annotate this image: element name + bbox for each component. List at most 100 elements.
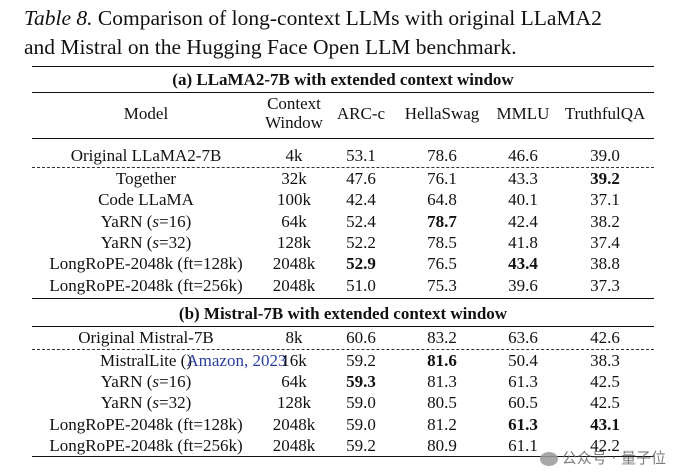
cell-hella: 81.6 (427, 351, 457, 370)
cell-ctx: 32k (281, 169, 307, 188)
cell-hella: 80.5 (427, 393, 457, 413)
cell-ctx: 2048k (272, 435, 316, 455)
col-arc: ARC-c (336, 104, 386, 123)
section-a-title: (a) LLaMA2-7B with extended context wind… (172, 70, 514, 89)
table-row: LongRoPE-2048k (ft=256k) 2048k 59.2 80.9 61.… (32, 435, 654, 456)
baseline-divider-b (32, 349, 654, 350)
cell-mmlu: 61.3 (508, 414, 538, 434)
table-row: MistralLite (Amazon, 2023) 16k 59.2 81.6 50.… (32, 350, 654, 371)
col-mmlu: MMLU (496, 104, 550, 123)
col-context: Context (267, 94, 321, 113)
cell-tqa: 43.1 (590, 414, 620, 434)
cell-mmlu: 61.1 (508, 435, 538, 455)
cell-arc: 42.4 (346, 190, 376, 210)
cell-arc: 53.1 (346, 146, 376, 165)
cell-arc: 59.2 (346, 435, 376, 455)
col-truthfulqa: TruthfulQA (564, 104, 646, 123)
cell-model: YaRN (s=32) (100, 232, 192, 252)
cell-arc: 59.0 (346, 414, 376, 434)
cell-hella: 80.9 (427, 435, 457, 455)
table-caption: Table 8. Comparison of long-context LLMs… (24, 4, 664, 62)
watermark-text: 公众号 · 量子位 (561, 449, 666, 467)
cell-hella: 81.3 (427, 372, 457, 392)
cell-tqa: 42.6 (590, 328, 620, 347)
cell-tqa: 37.4 (590, 232, 620, 252)
cell-model: LongRoPE-2048k (ft=128k) (49, 254, 243, 274)
cell-model: YaRN (s=16) (100, 211, 192, 231)
cell-arc: 59.2 (346, 351, 376, 370)
cell-hella: 76.1 (427, 169, 457, 188)
cell-ctx: 2048k (272, 414, 316, 434)
watermark: 公众号 · 量子位 (539, 447, 666, 468)
table-row: LongRoPE-2048k (ft=128k) 2048k 59.0 81.2 61.… (32, 414, 654, 435)
cell-model: YaRN (s=32) (100, 393, 192, 413)
cell-mmlu: 43.3 (508, 169, 538, 188)
cell-mmlu: 60.5 (508, 393, 538, 413)
caption-text-line2: and Mistral on the Hugging Face Open LLM… (24, 35, 517, 59)
cell-arc: 52.9 (346, 254, 376, 274)
cell-tqa: 39.0 (590, 146, 620, 165)
cell-model: LongRoPE-2048k (ft=256k) (49, 275, 243, 295)
bottom-rule (32, 456, 654, 457)
cell-tqa: 37.1 (590, 190, 620, 210)
table-row: LongRoPE-2048k (ft=256k) 2048k 51.0 75.3 39.… (32, 275, 654, 296)
cell-tqa: 42.2 (590, 435, 620, 455)
top-rule (32, 66, 654, 67)
table-row: Together 32k 47.6 76.1 43.3 39.2 (32, 168, 654, 189)
section-b-title-rule (32, 326, 654, 327)
table-row: YaRN (s=16) 64k 52.4 78.7 42.4 38.2 (32, 211, 654, 232)
cell-hella: 81.2 (427, 414, 457, 434)
cell-arc: 59.0 (346, 393, 376, 413)
cell-mmlu: 39.6 (508, 275, 538, 295)
cell-mmlu: 46.6 (508, 146, 538, 165)
table-row: Code LLaMA 100k 42.4 64.8 40.1 37.1 (32, 189, 654, 210)
cell-model: MistralLite (Amazon, 2023) (99, 351, 287, 370)
cell-hella: 83.2 (427, 328, 457, 347)
table-row: LongRoPE-2048k (ft=128k) 2048k 52.9 76.5 43.… (32, 253, 654, 274)
cell-arc: 60.6 (346, 328, 376, 347)
cell-model: Together (115, 169, 177, 188)
cell-mmlu: 41.8 (508, 232, 538, 252)
cell-model: YaRN (s=16) (100, 372, 192, 392)
cell-mmlu: 63.6 (508, 328, 538, 347)
cell-ctx: 128k (277, 393, 311, 413)
table-row: YaRN (s=32) 128k 59.0 80.5 60.5 42.5 (32, 392, 654, 413)
cell-hella: 78.5 (427, 232, 457, 252)
cell-ctx: 128k (277, 232, 311, 252)
cell-ctx: 8k (285, 328, 303, 347)
cell-arc: 52.2 (346, 232, 376, 252)
table-row: Original Mistral-7B 8k 60.6 83.2 63.6 42… (32, 327, 654, 348)
cell-ctx: 2048k (272, 275, 316, 295)
cell-model: LongRoPE-2048k (ft=256k) (49, 435, 243, 455)
cell-mmlu: 50.4 (508, 351, 538, 370)
cell-arc: 47.6 (346, 169, 376, 188)
cell-ctx: 100k (277, 190, 311, 210)
cell-hella: 78.7 (427, 211, 457, 231)
cell-arc: 52.4 (346, 211, 376, 231)
col-window: Window (265, 113, 323, 132)
section-b-top-rule (32, 298, 654, 299)
cell-mmlu: 43.4 (508, 254, 538, 274)
header-row-a: Model Context Window ARC-c HellaSwag MML… (32, 93, 654, 135)
header-rule-a (32, 138, 654, 139)
cell-tqa: 42.5 (590, 372, 620, 392)
cell-tqa: 38.8 (590, 254, 620, 274)
cell-hella: 75.3 (427, 275, 457, 295)
cell-tqa: 37.3 (590, 275, 620, 295)
cell-mmlu: 42.4 (508, 211, 538, 231)
wechat-icon (539, 451, 558, 466)
cell-tqa: 38.3 (590, 351, 620, 370)
cell-tqa: 39.2 (590, 169, 620, 188)
section-a-title-rule (32, 92, 654, 93)
cell-tqa: 42.5 (590, 393, 620, 413)
cell-ctx: 16k (281, 351, 307, 370)
section-b-title: (b) Mistral-7B with extended context win… (178, 304, 508, 323)
cell-model: LongRoPE-2048k (ft=128k) (49, 414, 243, 434)
cell-mmlu: 40.1 (508, 190, 538, 210)
cell-hella: 76.5 (427, 254, 457, 274)
col-hellaswag: HellaSwag (404, 104, 480, 123)
baseline-divider-a (32, 167, 654, 168)
cell-ctx: 64k (281, 211, 307, 231)
cell-ctx: 4k (285, 146, 303, 165)
table-row: YaRN (s=32) 128k 52.2 78.5 41.8 37.4 (32, 232, 654, 253)
